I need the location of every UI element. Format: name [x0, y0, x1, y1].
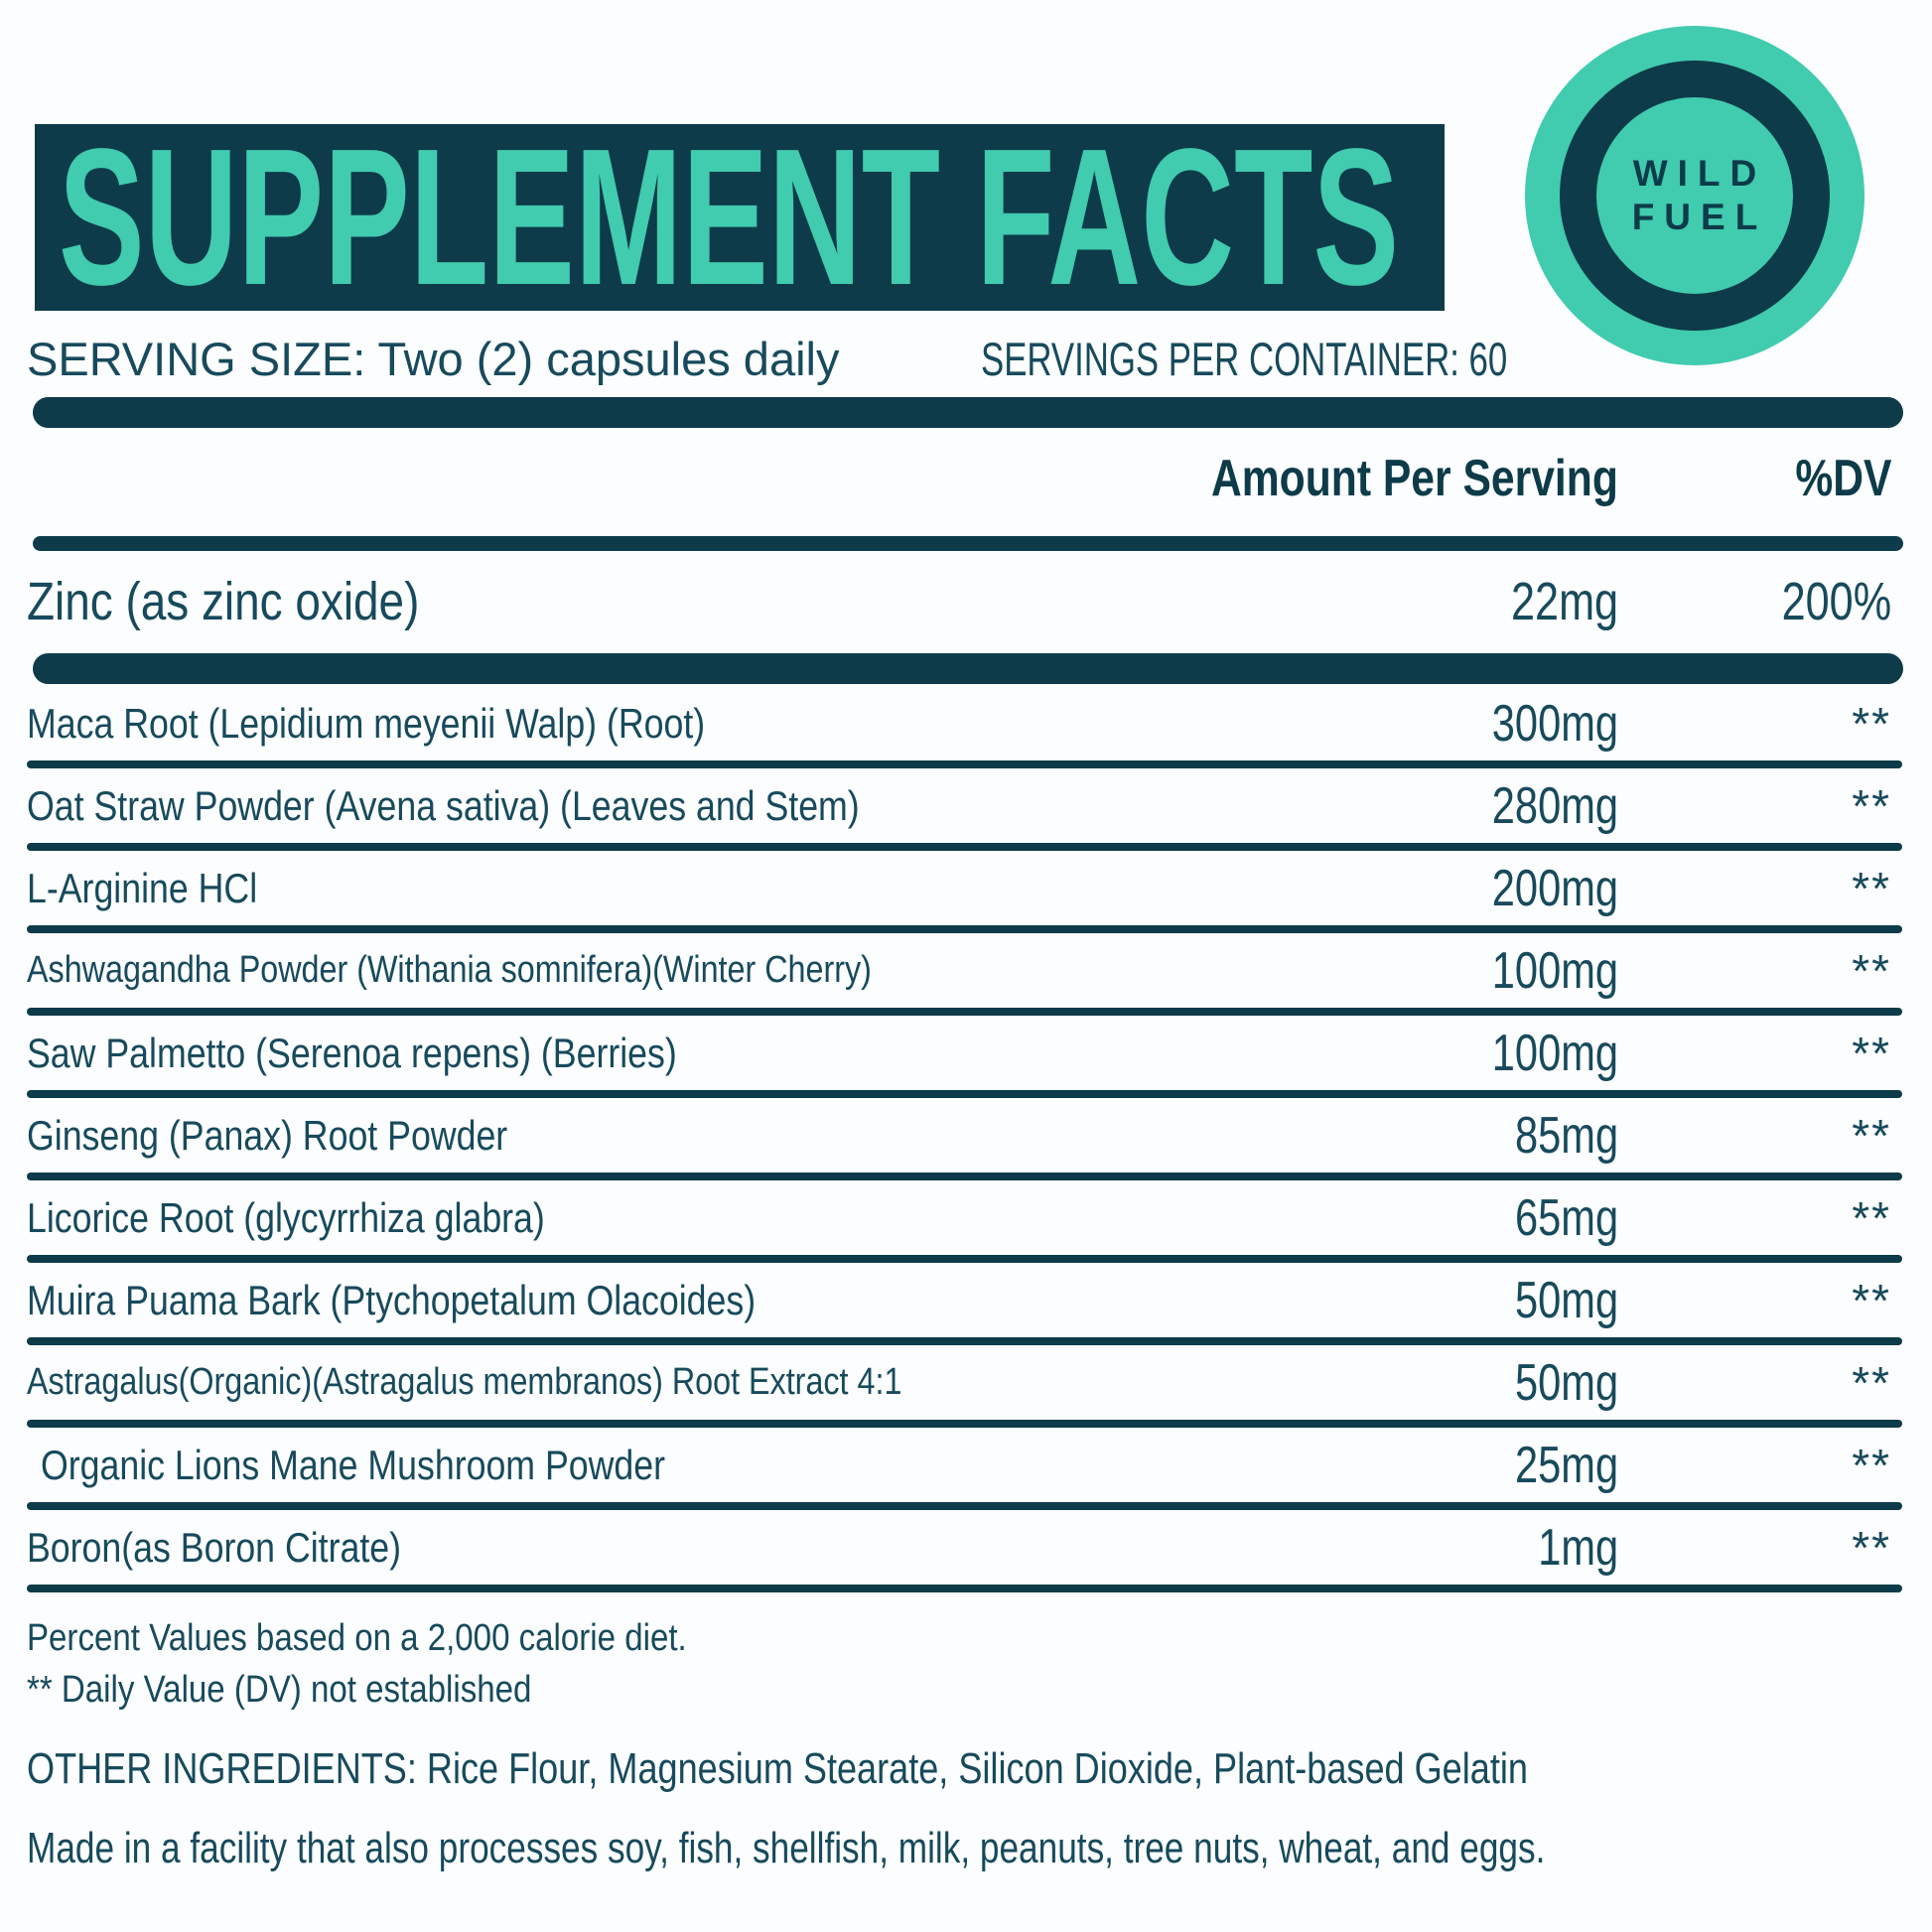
column-header-row: Amount Per Serving %DV — [0, 443, 1932, 514]
ingredient-amount: 25mg — [1514, 1436, 1618, 1494]
row-separator — [27, 1090, 1902, 1098]
ingredient-amount: 100mg — [1491, 941, 1618, 1000]
ingredient-row: Ashwagandha Powder (Withania somnifera)(… — [0, 933, 1932, 1008]
note-other-ingredients: OTHER INGREDIENTS: Rice Flour, Magnesium… — [27, 1744, 1528, 1793]
ingredient-amount: 50mg — [1514, 1271, 1618, 1329]
ingredient-name: Organic Lions Mane Mushroom Powder — [41, 1441, 666, 1488]
ingredient-row: Ginseng (Panax) Root Powder 85mg ** — [0, 1098, 1932, 1173]
column-header-dv: %DV — [1794, 450, 1891, 507]
ingredient-dv: ** — [1852, 1109, 1891, 1162]
ingredient-dv: ** — [1852, 862, 1891, 914]
row-separator — [27, 1337, 1902, 1345]
note-daily-value: ** Daily Value (DV) not established — [27, 1669, 532, 1711]
ingredient-name: Maca Root (Lepidium meyenii Walp) (Root) — [27, 699, 706, 747]
divider-thick-top — [33, 397, 1903, 428]
ingredient-name: Ashwagandha Powder (Withania somnifera)(… — [27, 949, 872, 991]
footnotes: Percent Values based on a 2,000 calorie … — [27, 1604, 1902, 1874]
ingredient-table: Maca Root (Lepidium meyenii Walp) (Root)… — [0, 686, 1932, 1592]
row-separator — [27, 1502, 1902, 1510]
ingredient-dv: ** — [1852, 697, 1891, 750]
ingredient-name: Ginseng (Panax) Root Powder — [27, 1111, 508, 1159]
ingredient-dv: ** — [1852, 1191, 1891, 1244]
ingredient-row: Oat Straw Powder (Avena sativa) (Leaves … — [0, 768, 1932, 843]
ingredient-name: Oat Straw Powder (Avena sativa) (Leaves … — [27, 781, 860, 829]
ingredient-amount: 300mg — [1491, 694, 1618, 753]
ingredient-amount: 1mg — [1538, 1518, 1618, 1577]
row-separator — [27, 1173, 1902, 1180]
row-separator — [27, 760, 1902, 768]
ingredient-dv: ** — [1852, 779, 1891, 832]
ingredient-dv: ** — [1852, 944, 1891, 997]
row-separator — [27, 1008, 1902, 1016]
divider-thick-mid — [33, 653, 1903, 684]
ingredient-row: Saw Palmetto (Serenoa repens) (Berries) … — [0, 1016, 1932, 1090]
column-header-amount: Amount Per Serving — [1211, 450, 1618, 507]
title-bar: SUPPLEMENT FACTS — [35, 120, 1445, 315]
ingredient-name: Licorice Root (glycyrrhiza glabra) — [27, 1193, 545, 1241]
ingredient-row: Boron(as Boron Citrate) 1mg ** — [0, 1510, 1932, 1585]
page-title: SUPPLEMENT FACTS — [59, 108, 1400, 326]
ingredient-row: Organic Lions Mane Mushroom Powder 25mg … — [0, 1428, 1932, 1502]
divider-thin — [33, 536, 1903, 551]
ingredient-name: Muira Puama Bark (Ptychopetalum Olacoide… — [27, 1276, 757, 1323]
logo-word-fuel: FUEL — [1631, 197, 1768, 237]
ingredient-amount: 100mg — [1491, 1024, 1618, 1082]
ingredient-row: L-Arginine HCl 200mg ** — [0, 851, 1932, 925]
ingredient-row: Muira Puama Bark (Ptychopetalum Olacoide… — [0, 1263, 1932, 1337]
ingredient-dv: ** — [1852, 1521, 1891, 1574]
ingredient-row-zinc: Zinc (as zinc oxide) 22mg 200% — [0, 552, 1932, 651]
ingredient-amount: 22mg — [1510, 572, 1618, 631]
ingredient-row: Astragalus(Organic)(Astragalus membranos… — [0, 1345, 1932, 1420]
note-allergen: Made in a facility that also processes s… — [27, 1824, 1546, 1872]
row-separator — [27, 925, 1902, 933]
ingredient-amount: 85mg — [1514, 1106, 1618, 1165]
ingredient-dv: ** — [1852, 1274, 1891, 1326]
ingredient-dv: ** — [1852, 1439, 1891, 1491]
row-separator — [27, 1585, 1902, 1592]
ingredient-amount: 65mg — [1514, 1188, 1618, 1247]
logo-text: WILD FUEL — [1525, 26, 1864, 365]
ingredient-name: Saw Palmetto (Serenoa repens) (Berries) — [27, 1029, 677, 1076]
row-separator — [27, 1255, 1902, 1263]
note-percent-values: Percent Values based on a 2,000 calorie … — [27, 1617, 687, 1659]
ingredient-dv: 200% — [1781, 572, 1892, 631]
row-separator — [27, 1420, 1902, 1428]
ingredient-name: Boron(as Boron Citrate) — [27, 1523, 402, 1571]
ingredient-row: Licorice Root (glycyrrhiza glabra) 65mg … — [0, 1180, 1932, 1255]
serving-size-text: SERVING SIZE: Two (2) capsules daily — [27, 333, 840, 385]
ingredient-name: L-Arginine HCl — [27, 864, 258, 911]
ingredient-amount: 200mg — [1491, 859, 1618, 917]
ingredient-name: Astragalus(Organic)(Astragalus membranos… — [27, 1361, 902, 1403]
row-separator — [27, 843, 1902, 851]
ingredient-row: Maca Root (Lepidium meyenii Walp) (Root)… — [0, 686, 1932, 760]
ingredient-name: Zinc (as zinc oxide) — [27, 572, 420, 631]
logo-word-wild: WILD — [1632, 153, 1767, 194]
serving-line: SERVING SIZE: Two (2) capsules daily SER… — [0, 332, 1932, 385]
ingredient-dv: ** — [1852, 1356, 1891, 1409]
ingredient-amount: 50mg — [1514, 1353, 1618, 1412]
ingredient-amount: 280mg — [1491, 776, 1618, 835]
wild-fuel-logo: WILD FUEL — [1525, 26, 1864, 365]
ingredient-dv: ** — [1852, 1027, 1891, 1079]
servings-per-container-text: SERVINGS PER CONTAINER: 60 — [981, 333, 1508, 385]
